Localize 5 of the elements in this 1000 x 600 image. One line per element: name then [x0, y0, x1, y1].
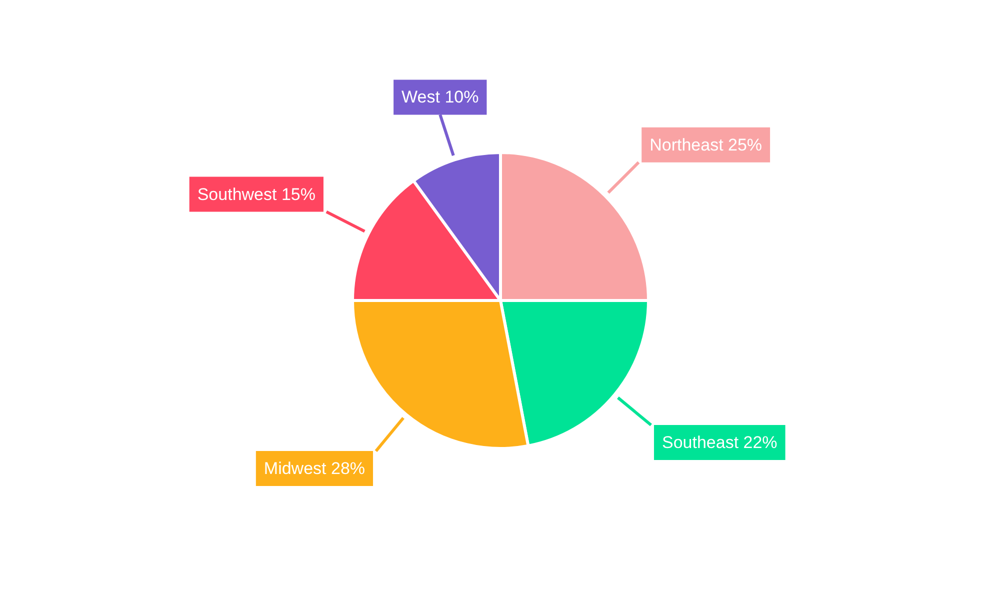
slice-label: Midwest 28%	[264, 459, 366, 478]
slice-label: West 10%	[402, 88, 479, 107]
slice-label: Southeast 22%	[662, 433, 778, 452]
slice-label: Northeast 25%	[650, 135, 762, 154]
slice-label: Southwest 15%	[197, 184, 316, 204]
